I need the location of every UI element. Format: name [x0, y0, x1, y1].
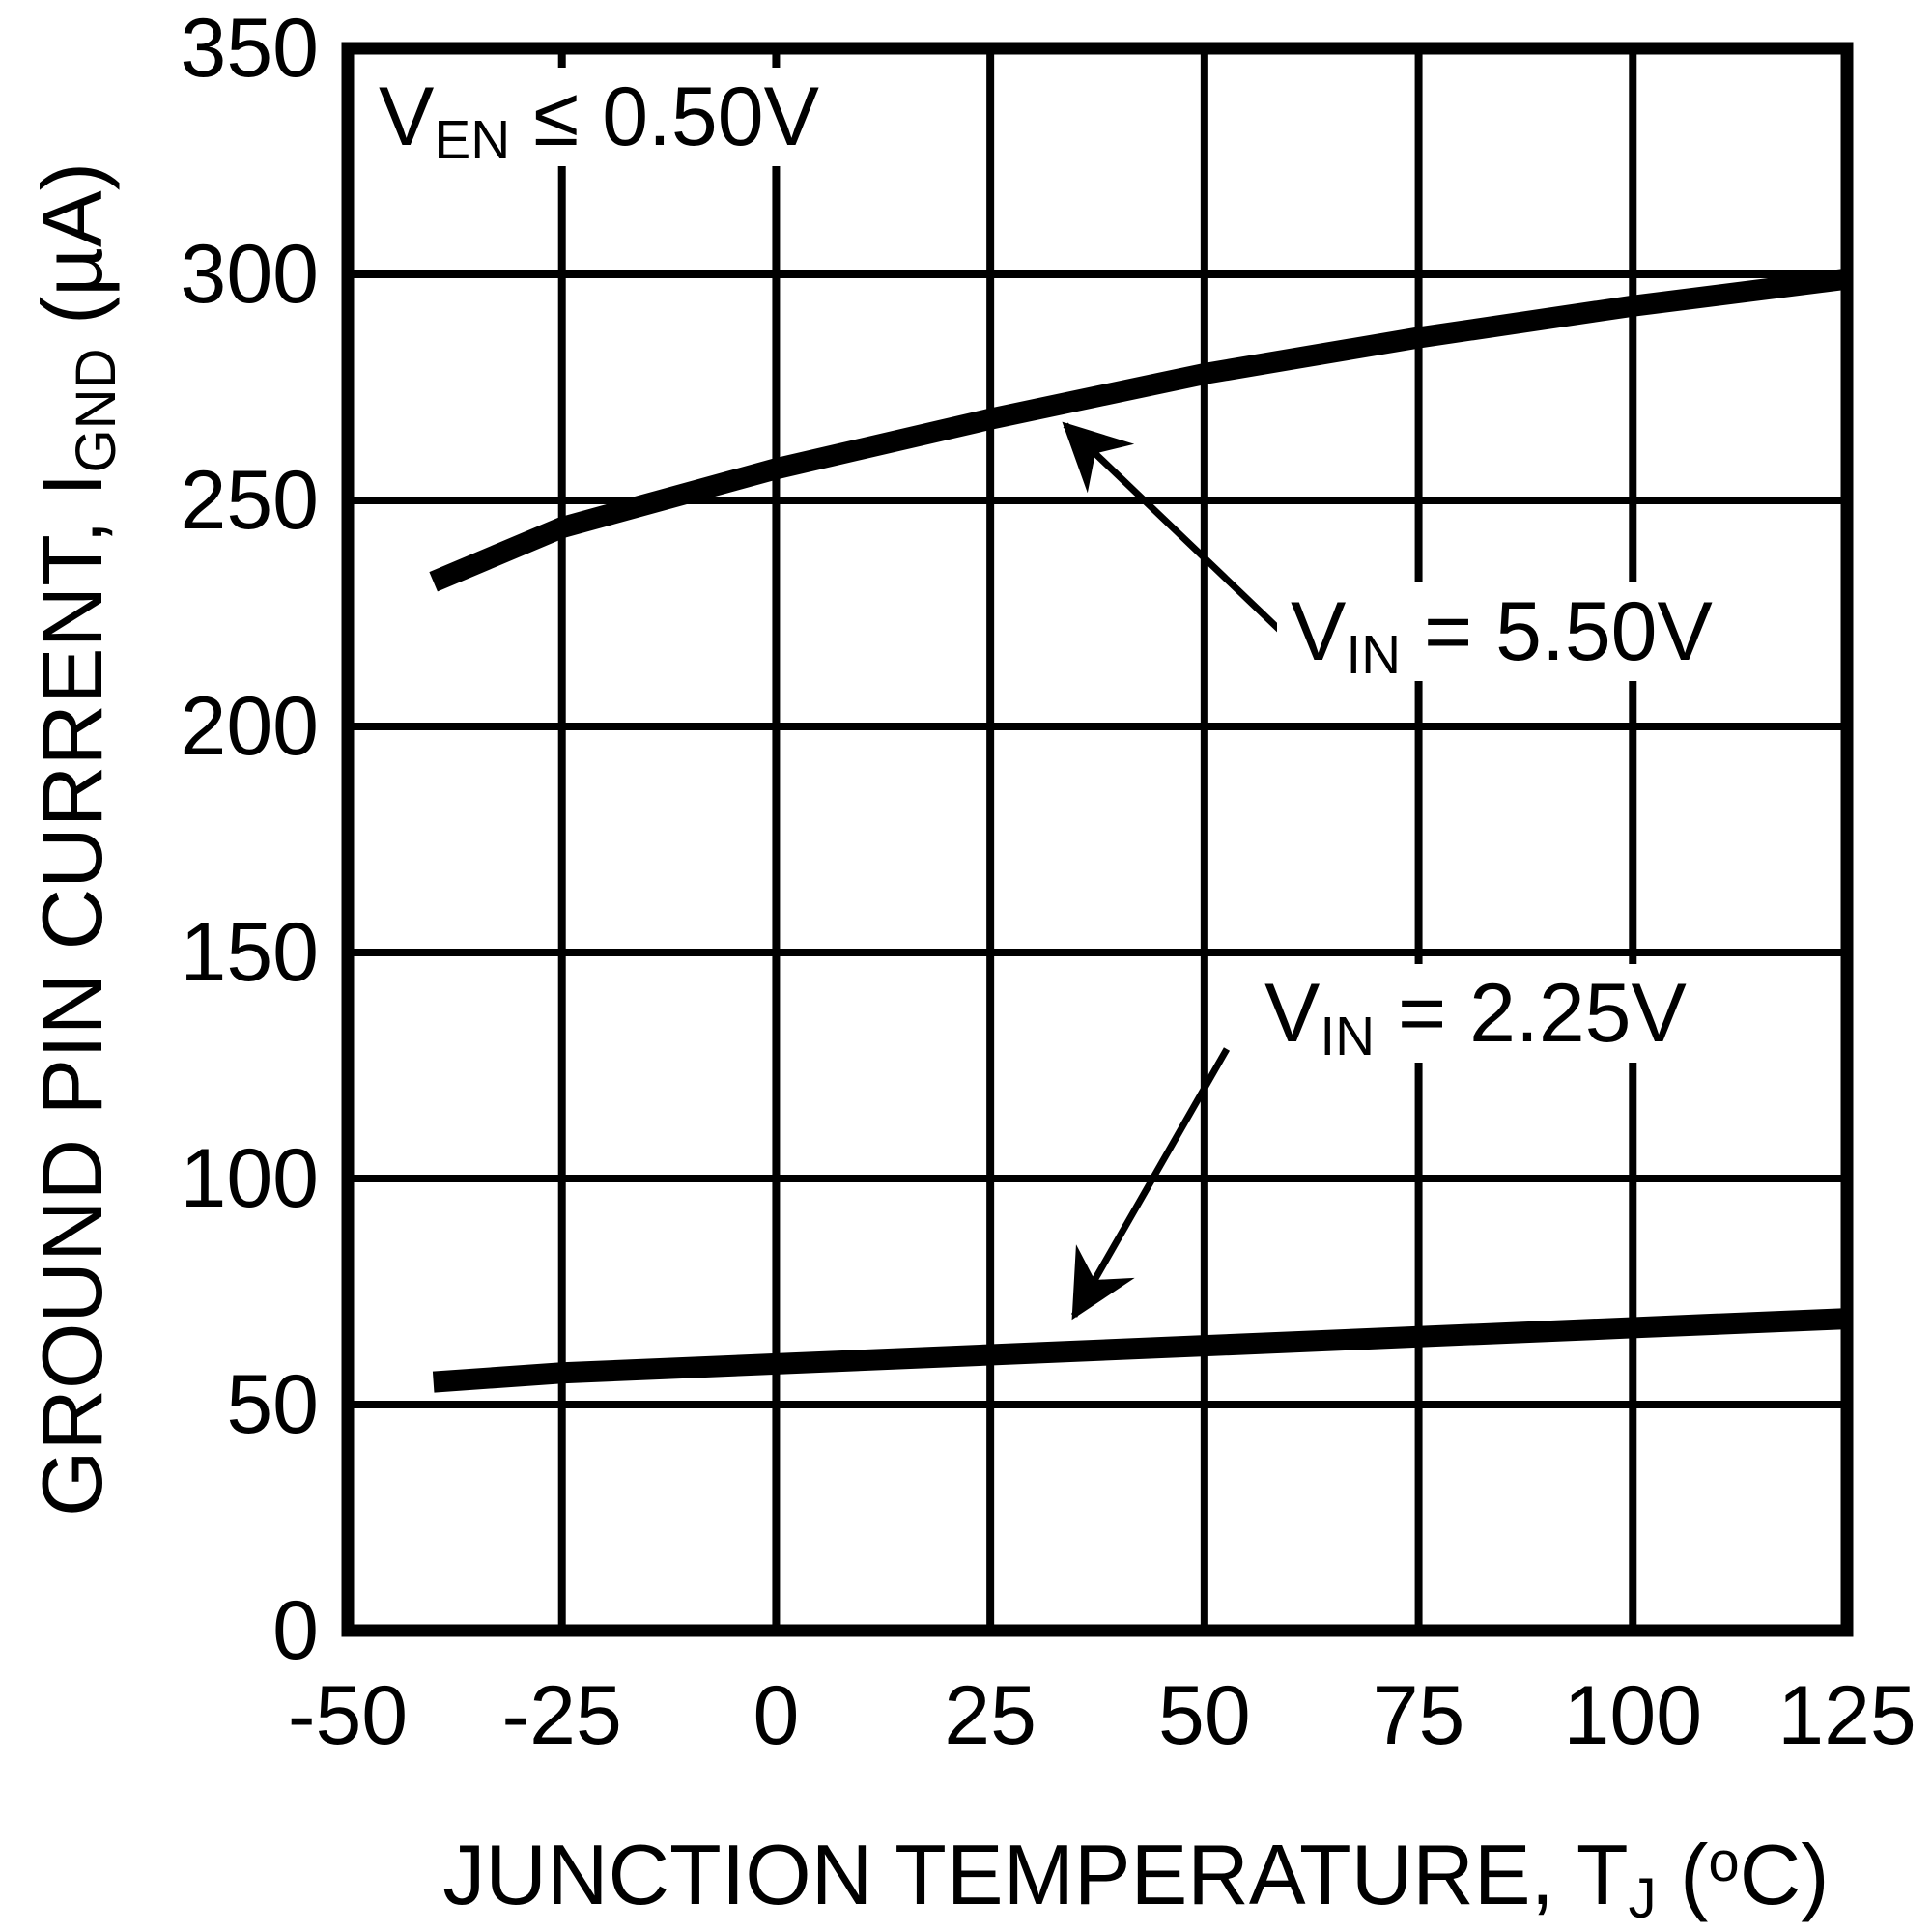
y-tick-label: 100 [180, 1132, 320, 1225]
plot-border [341, 42, 1854, 1637]
x-tick-label: 75 [1372, 1669, 1465, 1762]
series-label: VIN = 2.25V [1251, 964, 1700, 1064]
series-label: VIN = 5.50V [1277, 582, 1726, 682]
y-tick-label: 150 [180, 906, 320, 999]
y-tick-label: 350 [180, 2, 320, 95]
annotation-arrows [1062, 421, 1293, 1321]
x-axis-title: JUNCTION TEMPERATURE, TJ (oC) [442, 1827, 1830, 1930]
x-tick-label: 25 [944, 1669, 1037, 1762]
x-tick-label: 50 [1158, 1669, 1251, 1762]
gridlines [344, 44, 1851, 1634]
plot-frame [341, 42, 1854, 1637]
y-tick-label: 200 [180, 680, 320, 773]
y-axis-title: GROUND PIN CURRENT, IGND (µA) [24, 161, 128, 1518]
x-tick-label: -50 [287, 1669, 409, 1762]
label-arrow [1062, 421, 1293, 642]
x-tick-label: 100 [1563, 1669, 1703, 1762]
y-tick-label: 250 [180, 454, 320, 547]
y-tick-label: 300 [180, 228, 320, 321]
x-tick-label: 125 [1777, 1669, 1917, 1762]
data-curves [429, 268, 1849, 1393]
y-tick-label: 50 [226, 1358, 319, 1451]
x-tick-label: 0 [753, 1669, 800, 1762]
x-tick-label: -25 [501, 1669, 622, 1762]
condition-label: VEN ≤ 0.50V [365, 68, 833, 167]
curve-5.50 [429, 268, 1849, 592]
curve-2.25 [432, 1308, 1848, 1393]
label-arrow [1070, 1047, 1231, 1321]
y-tick-label: 0 [272, 1584, 319, 1677]
